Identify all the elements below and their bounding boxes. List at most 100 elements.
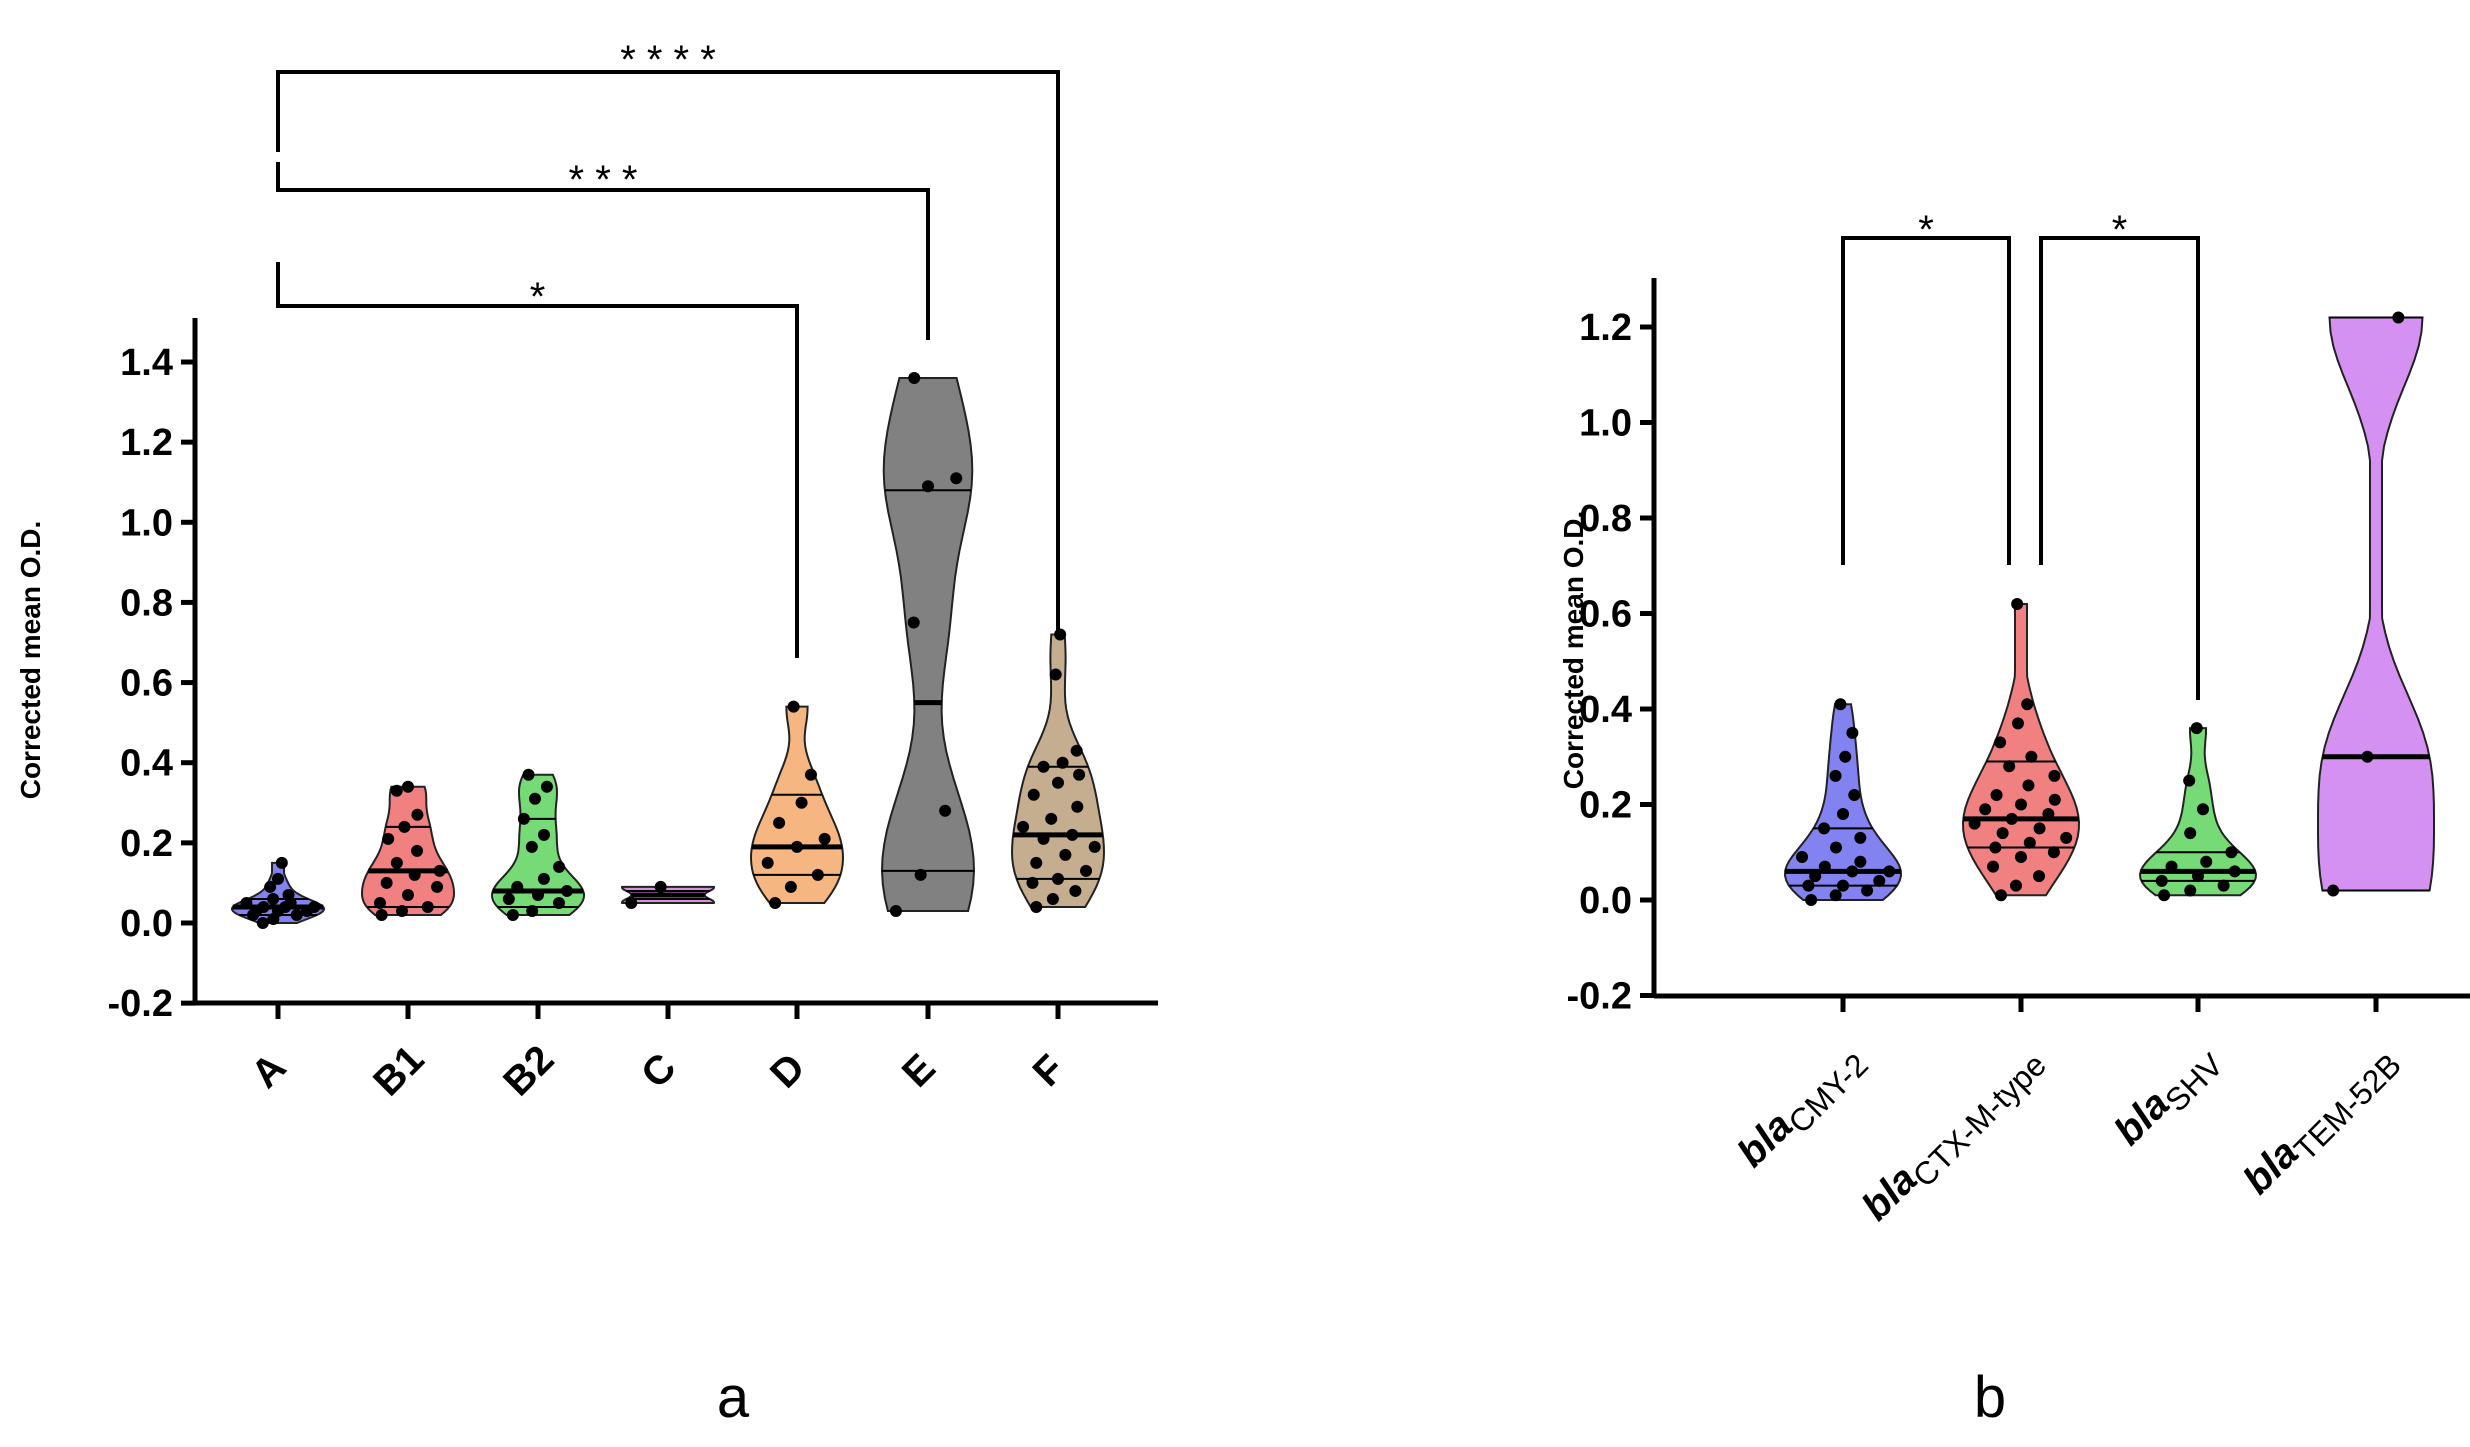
data-point [2023, 836, 2036, 849]
chart-b: -0.2 0.0 0.2 0.4 0.6 0.8 1.0 1.2 Corrected mean … [1558, 208, 2470, 1229]
data-point [2155, 874, 2168, 887]
data-point [1070, 744, 1083, 757]
data-point [375, 908, 388, 921]
y-tick-label: 1.0 [120, 502, 173, 544]
data-point [1017, 820, 1030, 833]
data-point [761, 856, 774, 869]
x-tick-label: B1 [365, 1037, 432, 1104]
data-point [1861, 884, 1874, 897]
data-point [907, 616, 920, 629]
data-point [2196, 803, 2209, 816]
data-point [811, 868, 824, 881]
data-point [1996, 827, 2009, 840]
data-point [1059, 848, 1072, 861]
y-tick-label: -0.2 [108, 983, 173, 1025]
y-axis-label: Corrected mean O.D. [15, 521, 46, 800]
y-tick-label: 0.4 [120, 743, 173, 785]
data-point [2048, 793, 2061, 806]
data-point [1989, 841, 2002, 854]
data-point [1066, 828, 1079, 841]
data-point [408, 868, 421, 881]
violin-blaTEM-52B [2317, 316, 2435, 892]
data-point [654, 880, 667, 893]
data-point [1071, 800, 1084, 813]
data-point [1990, 788, 2003, 801]
y-tick-label: 0.4 [1579, 689, 1632, 731]
y-tick-label: 0.6 [120, 663, 173, 705]
data-point [2022, 779, 2035, 792]
data-point [257, 900, 270, 913]
data-point [1802, 879, 1815, 892]
data-point [1809, 870, 1822, 883]
data-point [537, 828, 550, 841]
data-point [2165, 860, 2178, 873]
x-tick-label: F [1025, 1047, 1073, 1095]
data-point [526, 904, 539, 917]
data-point [402, 888, 414, 901]
data-point [2003, 760, 2016, 773]
data-point [1069, 884, 1082, 897]
data-point [395, 904, 408, 917]
data-point [282, 888, 295, 901]
data-point [2033, 870, 2046, 883]
data-point [431, 880, 444, 893]
significance-label: * * * * [620, 38, 716, 82]
data-point [552, 896, 565, 909]
data-point [382, 832, 395, 845]
data-point [1979, 803, 1992, 816]
data-point [2361, 750, 2374, 763]
significance-label: * [1918, 208, 1934, 252]
data-point [398, 820, 411, 833]
y-tick-label: 0.0 [1579, 880, 1632, 922]
data-point [290, 908, 303, 921]
data-point [1846, 865, 1859, 878]
data-point [2184, 884, 2197, 897]
y-tick-label: 1.2 [120, 422, 173, 464]
data-point [256, 917, 269, 929]
data-point [791, 840, 803, 853]
data-point [264, 880, 277, 893]
data-point [769, 896, 782, 909]
y-axis-label: Corrected mean O.D. [1558, 511, 1589, 790]
y-tick-label: 0.8 [1579, 498, 1632, 540]
significance-bracket [2039, 236, 2200, 700]
data-point [1995, 889, 2008, 902]
data-point [2011, 717, 2024, 730]
data-point [1837, 879, 1849, 892]
data-point [2021, 698, 2034, 711]
data-point [2327, 884, 2340, 897]
data-point [532, 888, 544, 901]
data-point [1054, 628, 1067, 641]
data-point [914, 868, 927, 881]
data-point [922, 480, 934, 493]
x-tick-label: A [243, 1045, 295, 1097]
significance-bracket [276, 262, 799, 658]
data-point [2060, 831, 2073, 844]
data-point [1073, 768, 1086, 781]
data-point [560, 884, 573, 897]
y-tick-label: 0.6 [1579, 594, 1632, 636]
data-point [1834, 698, 1847, 711]
data-point [889, 904, 902, 917]
data-point [2158, 889, 2171, 902]
data-point [1030, 856, 1043, 869]
data-point [1968, 817, 1981, 830]
data-point [2015, 851, 2027, 864]
data-point [2033, 822, 2046, 835]
violin-E [880, 377, 976, 912]
data-point [1030, 900, 1043, 913]
data-point [308, 900, 321, 913]
data-point [787, 700, 800, 713]
data-point [1026, 876, 1039, 889]
significance-label: * [530, 275, 546, 319]
y-tick-label: 0.2 [1579, 785, 1632, 827]
significance-bracket [276, 162, 930, 340]
data-point [1829, 889, 1842, 902]
data-point [818, 832, 831, 845]
data-point [411, 808, 424, 821]
data-point [2392, 311, 2405, 324]
data-point [1052, 776, 1064, 789]
data-point [517, 812, 530, 825]
data-point [1088, 840, 1101, 853]
